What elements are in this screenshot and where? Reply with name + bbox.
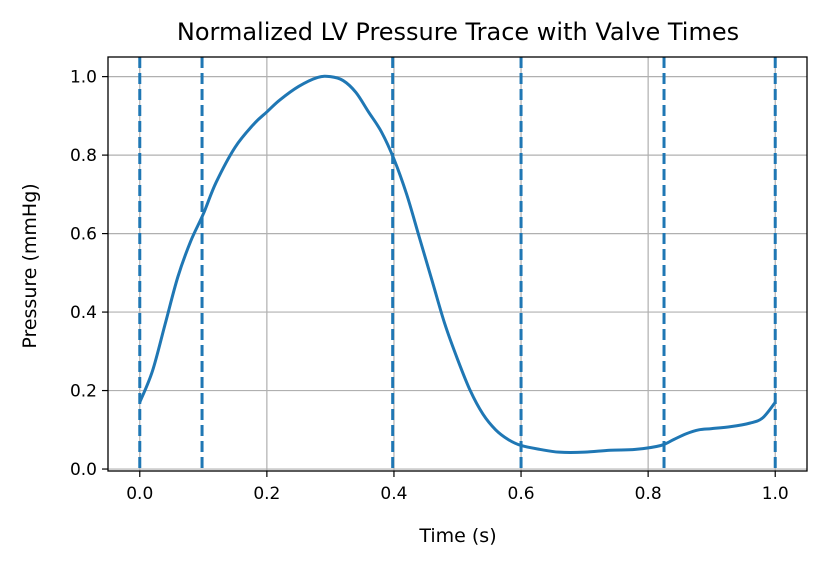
- chart-title: Normalized LV Pressure Trace with Valve …: [177, 18, 739, 46]
- valve-lines: [138, 57, 777, 471]
- y-tick-label: 0.6: [70, 225, 97, 245]
- y-tick-label: 0.0: [70, 460, 97, 480]
- axes-frame: [107, 56, 808, 472]
- x-tick-label: 0.8: [635, 484, 662, 504]
- x-tick-label: 0.2: [253, 484, 280, 504]
- y-tick-label: 1.0: [70, 68, 97, 88]
- grid: [108, 57, 807, 471]
- y-tick-label: 0.2: [70, 382, 97, 402]
- x-axis-label: Time (s): [418, 525, 496, 547]
- y-tick-label: 0.8: [70, 146, 97, 166]
- x-tick-label: 0.4: [380, 484, 407, 504]
- x-axis-ticks: 0.0 0.2 0.4 0.6 0.8 1.0: [126, 471, 789, 504]
- x-tick-label: 0.6: [508, 484, 535, 504]
- x-tick-label: 1.0: [762, 484, 789, 504]
- y-axis-label: Pressure (mmHg): [19, 183, 41, 348]
- plot-frame: [107, 56, 808, 472]
- series: [138, 74, 777, 454]
- pressure-trace-line: [138, 74, 777, 454]
- y-axis-ticks: 0.0 0.2 0.4 0.6 0.8 1.0: [70, 68, 108, 480]
- x-tick-label: 0.0: [126, 484, 153, 504]
- y-tick-label: 0.4: [70, 303, 97, 323]
